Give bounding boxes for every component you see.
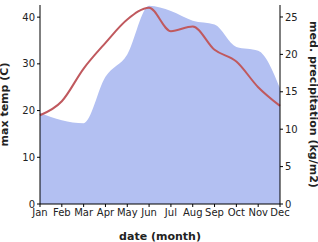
svg-text:med. precipitation (kg/m2): med. precipitation (kg/m2) [307,21,310,188]
svg-text:15: 15 [285,86,298,97]
svg-text:Aug: Aug [183,207,203,218]
svg-text:0: 0 [29,199,35,210]
svg-text:5: 5 [285,161,291,172]
svg-text:10: 10 [22,152,35,163]
svg-text:date (month): date (month) [119,230,201,242]
svg-text:20: 20 [22,105,35,116]
svg-text:25: 25 [285,12,298,23]
svg-text:Jun: Jun [140,207,157,218]
svg-text:Apr: Apr [97,207,115,218]
svg-text:Jan: Jan [32,207,48,219]
svg-text:Dec: Dec [270,207,290,219]
svg-text:Mar: Mar [74,207,94,218]
svg-text:0: 0 [285,199,291,210]
svg-text:Sep: Sep [205,207,224,218]
svg-text:Nov: Nov [248,207,268,218]
svg-text:Oct: Oct [228,207,245,218]
svg-text:40: 40 [22,12,35,23]
svg-text:Jul: Jul [164,207,177,218]
svg-text:20: 20 [285,49,298,60]
svg-text:Feb: Feb [53,207,71,218]
svg-text:10: 10 [285,124,298,135]
svg-text:max temp (C): max temp (C) [8,63,11,147]
svg-text:May: May [117,207,138,218]
svg-text:30: 30 [22,58,35,69]
